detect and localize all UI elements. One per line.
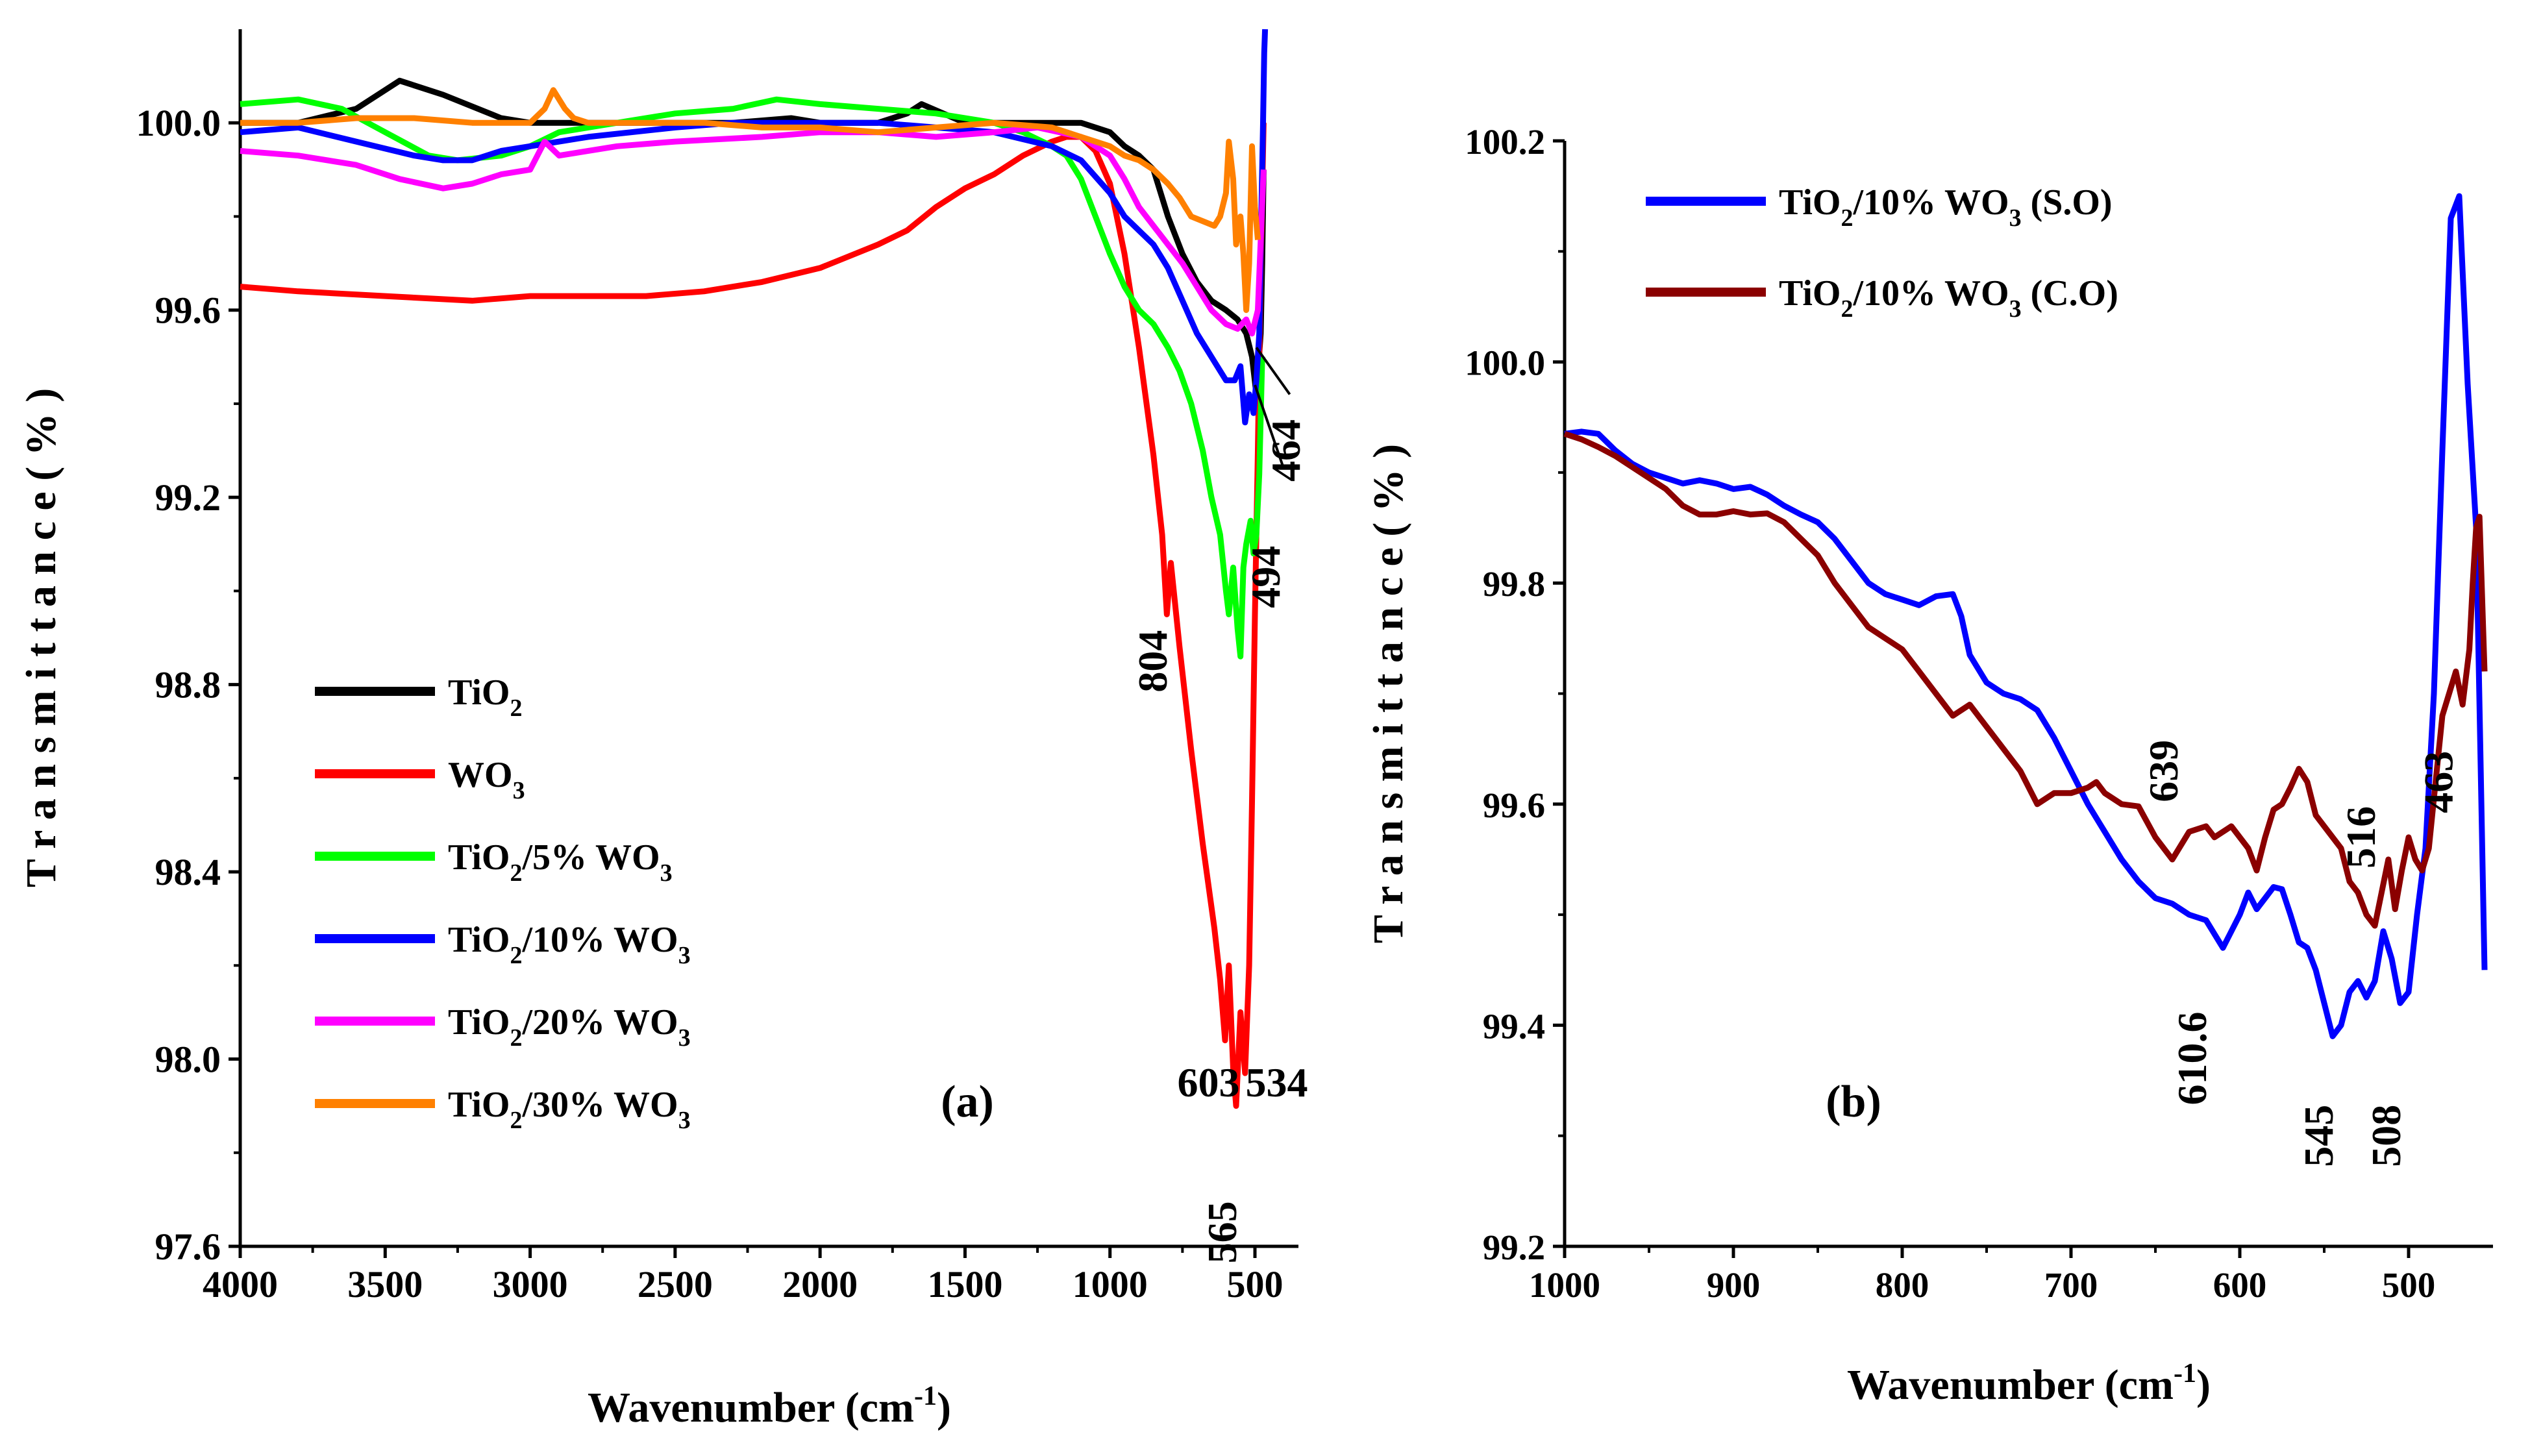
y-tick-label: 98.8	[155, 664, 221, 706]
x-tick-label: 600	[2213, 1265, 2267, 1305]
x-tick-label: 1500	[927, 1263, 1002, 1305]
x-axis-label: Wavenumber (cm-1)	[1847, 1359, 2211, 1409]
y-tick-label: 100.0	[1465, 343, 1545, 383]
series-line-2	[240, 123, 1267, 1109]
legend-label: TiO2/20% WO3	[448, 1002, 691, 1052]
x-tick-label: 800	[1876, 1265, 1929, 1305]
series-line-5	[240, 124, 1267, 337]
peak-label: 508	[2363, 1105, 2409, 1167]
peak-label: 565	[1199, 1201, 1245, 1263]
y-tick-label: 99.6	[155, 290, 221, 332]
legend-label: TiO2/10% WO3 (C.O)	[1779, 273, 2118, 323]
legend-label: WO3	[448, 755, 525, 804]
series-line-1	[1564, 193, 2488, 1039]
leader-line-494	[1254, 384, 1285, 470]
y-tick-label: 99.2	[1483, 1228, 1545, 1267]
panel-label: (a)	[941, 1077, 994, 1127]
y-axis-label: T r a n s m i t t a n c e ( % )	[1365, 444, 1412, 943]
x-tick-label: 1000	[1529, 1265, 1600, 1305]
panel-label: (b)	[1826, 1077, 1881, 1127]
chart-a: 97.6 98.0 98.4 98.8 99.2 99.6 100.0 4000 3500 300…	[18, 29, 1309, 1431]
legend: TiO2/10% WO3 (S.O) TiO2/10% WO3 (C.O)	[1646, 182, 2118, 323]
legend-label: TiO2/30% WO3	[448, 1085, 691, 1134]
series-line-4	[240, 29, 1269, 426]
legend-label: TiO2/10% WO3	[448, 920, 691, 969]
x-tick-label: 2500	[638, 1263, 713, 1305]
peak-label: 545	[2296, 1105, 2342, 1167]
series-line-2	[1563, 431, 2488, 929]
legend-label: TiO2/10% WO3 (S.O)	[1779, 182, 2113, 232]
chart-b: 99.2 99.4 99.6 99.8 100.0 100.2 1000 900 800 700 6…	[1365, 122, 2493, 1409]
y-tick-label: 97.6	[155, 1226, 221, 1268]
peak-label: 610.6	[2169, 1011, 2215, 1105]
x-tick-label: 4000	[203, 1263, 278, 1305]
legend: TiO2 WO3 TiO2/5% WO3 TiO2/10% WO3 TiO2/20% W…	[315, 672, 691, 1134]
y-tick-label: 100.2	[1465, 122, 1545, 162]
leader-line-464	[1255, 347, 1291, 395]
legend-label: TiO2/5% WO3	[448, 837, 673, 887]
peak-label: 516	[2338, 806, 2384, 869]
peak-label: 603	[1178, 1059, 1240, 1105]
y-tick-label: 99.8	[1483, 564, 1545, 604]
peak-label: 463	[2416, 751, 2462, 813]
y-tick-label: 99.4	[1483, 1006, 1545, 1046]
y-tick-label: 100.0	[136, 102, 221, 144]
x-tick-label: 2000	[782, 1263, 858, 1305]
x-tick-label: 3000	[493, 1263, 568, 1305]
y-tick-label: 99.2	[155, 476, 221, 519]
legend-label: TiO2	[448, 672, 522, 722]
y-tick-label: 99.6	[1483, 785, 1545, 825]
peak-label: 494	[1243, 546, 1289, 608]
y-axis-label: T r a n s m i t t a n c e ( % )	[18, 388, 65, 887]
peak-label: 534	[1246, 1059, 1308, 1105]
x-tick-label: 3500	[347, 1263, 423, 1305]
x-tick-label: 1000	[1073, 1263, 1148, 1305]
y-tick-label: 98.4	[155, 851, 221, 893]
x-tick-label: 700	[2044, 1265, 2098, 1305]
x-tick-label: 500	[1227, 1263, 1284, 1305]
peak-label: 804	[1130, 630, 1176, 693]
x-tick-label: 500	[2382, 1265, 2436, 1305]
x-axis-label: Wavenumber (cm-1)	[588, 1381, 951, 1431]
y-tick-label: 98.0	[155, 1039, 221, 1081]
series-line-6	[240, 87, 1261, 314]
x-tick-label: 900	[1707, 1265, 1761, 1305]
peak-label: 639	[2140, 740, 2187, 802]
